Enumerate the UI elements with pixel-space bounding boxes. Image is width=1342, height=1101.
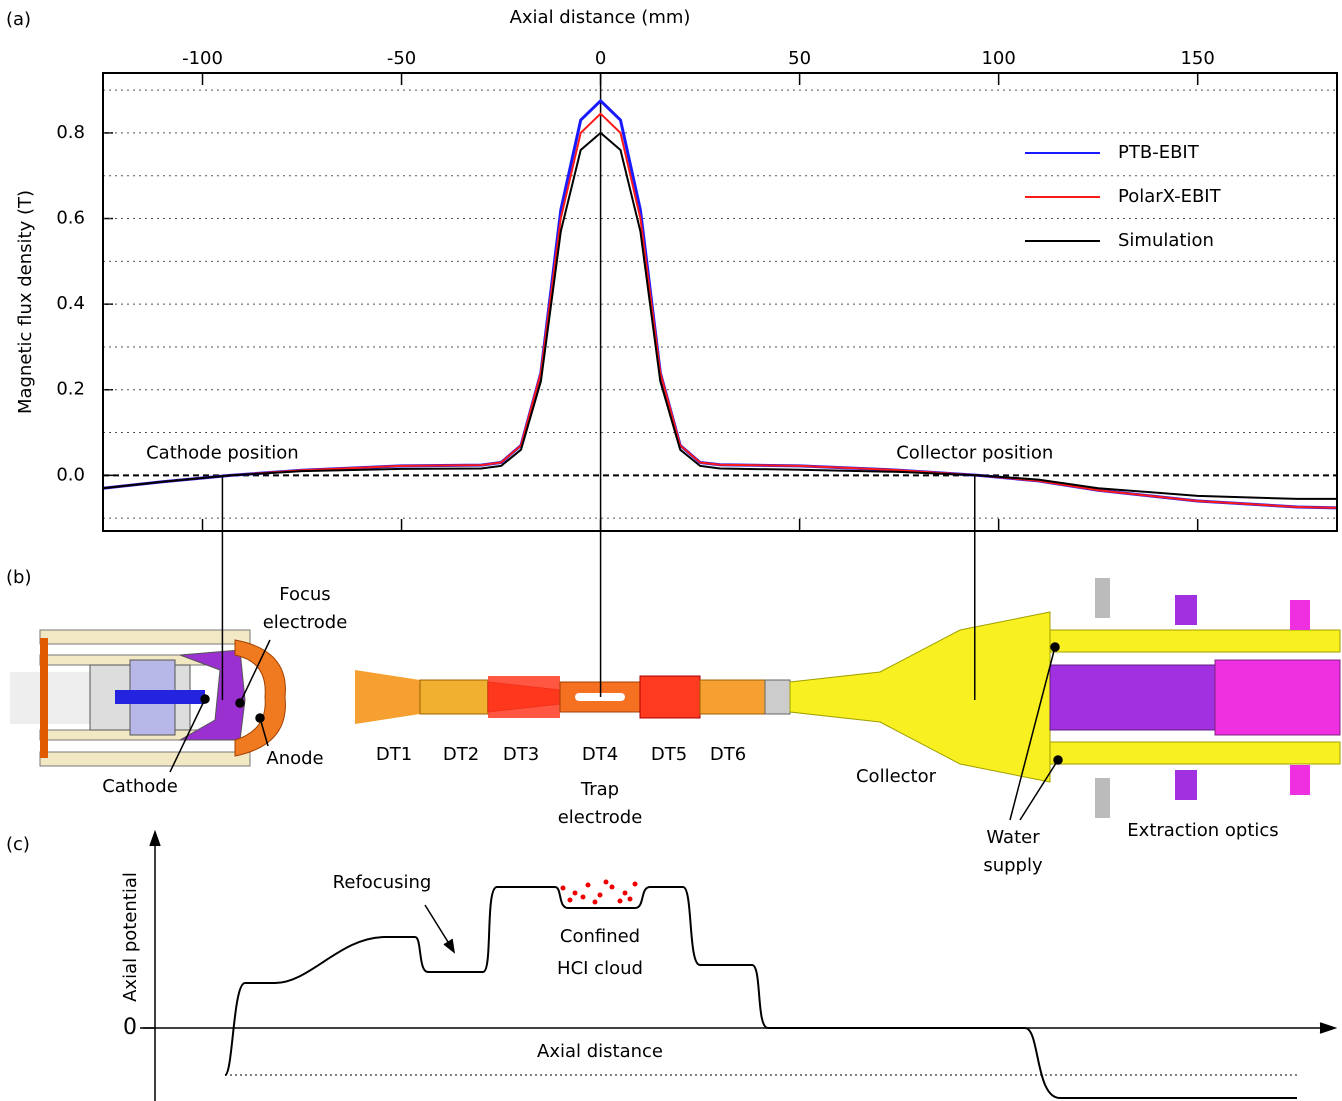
label: DT1 xyxy=(376,744,412,765)
panel-label: (a) xyxy=(6,9,31,30)
label: DT5 xyxy=(651,744,687,765)
setup-drawing xyxy=(10,578,1340,820)
label: Anode xyxy=(266,748,323,769)
label: Focus xyxy=(279,584,330,605)
panel-label: (b) xyxy=(6,567,31,588)
panel-label: (c) xyxy=(6,834,30,855)
label: Confined xyxy=(560,926,640,947)
label: Water xyxy=(986,827,1040,848)
label: Extraction optics xyxy=(1127,820,1278,841)
y-axis-title: Magnetic flux density (T) xyxy=(15,190,36,414)
x-tick-label: 50 xyxy=(788,48,811,69)
label: DT6 xyxy=(710,744,746,765)
y-tick-label: 0 xyxy=(123,1015,137,1040)
y-tick-label: 0.6 xyxy=(56,208,85,229)
label: electrode xyxy=(558,807,643,828)
label: supply xyxy=(983,855,1043,876)
label: electrode xyxy=(263,612,348,633)
x-tick-label: 100 xyxy=(981,48,1015,69)
x-tick-label: 150 xyxy=(1180,48,1214,69)
x-axis-title: Axial distance xyxy=(537,1041,663,1062)
y-tick-label: 0.4 xyxy=(56,293,85,314)
label: DT2 xyxy=(443,744,479,765)
x-axis-title: Axial distance (mm) xyxy=(510,7,691,28)
label: Refocusing xyxy=(333,872,432,893)
x-tick-label: -100 xyxy=(182,48,223,69)
x-tick-label: -50 xyxy=(387,48,416,69)
label: HCI cloud xyxy=(557,958,643,979)
x-tick-label: 0 xyxy=(595,48,606,69)
legend-label: Simulation xyxy=(1118,230,1214,251)
label: Trap xyxy=(580,779,619,800)
legend-label: PTB-EBIT xyxy=(1118,142,1200,163)
y-tick-label: 0.8 xyxy=(56,122,85,143)
y-axis-title: Axial potential xyxy=(120,872,141,1002)
legend-label: PolarX-EBIT xyxy=(1118,186,1222,207)
figure: (a) Axial distance (mm) Magnetic flux de… xyxy=(0,0,1342,1101)
label: DT4 xyxy=(582,744,618,765)
y-tick-label: 0.2 xyxy=(56,379,85,400)
ion-cloud xyxy=(561,880,638,905)
annotation: Collector position xyxy=(896,442,1053,463)
label: Collector xyxy=(856,766,937,787)
label: DT3 xyxy=(503,744,539,765)
y-tick-label: 0.0 xyxy=(56,464,85,485)
potential-axes xyxy=(140,832,1335,1101)
label: Cathode xyxy=(102,776,178,797)
annotation: Cathode position xyxy=(146,442,299,463)
